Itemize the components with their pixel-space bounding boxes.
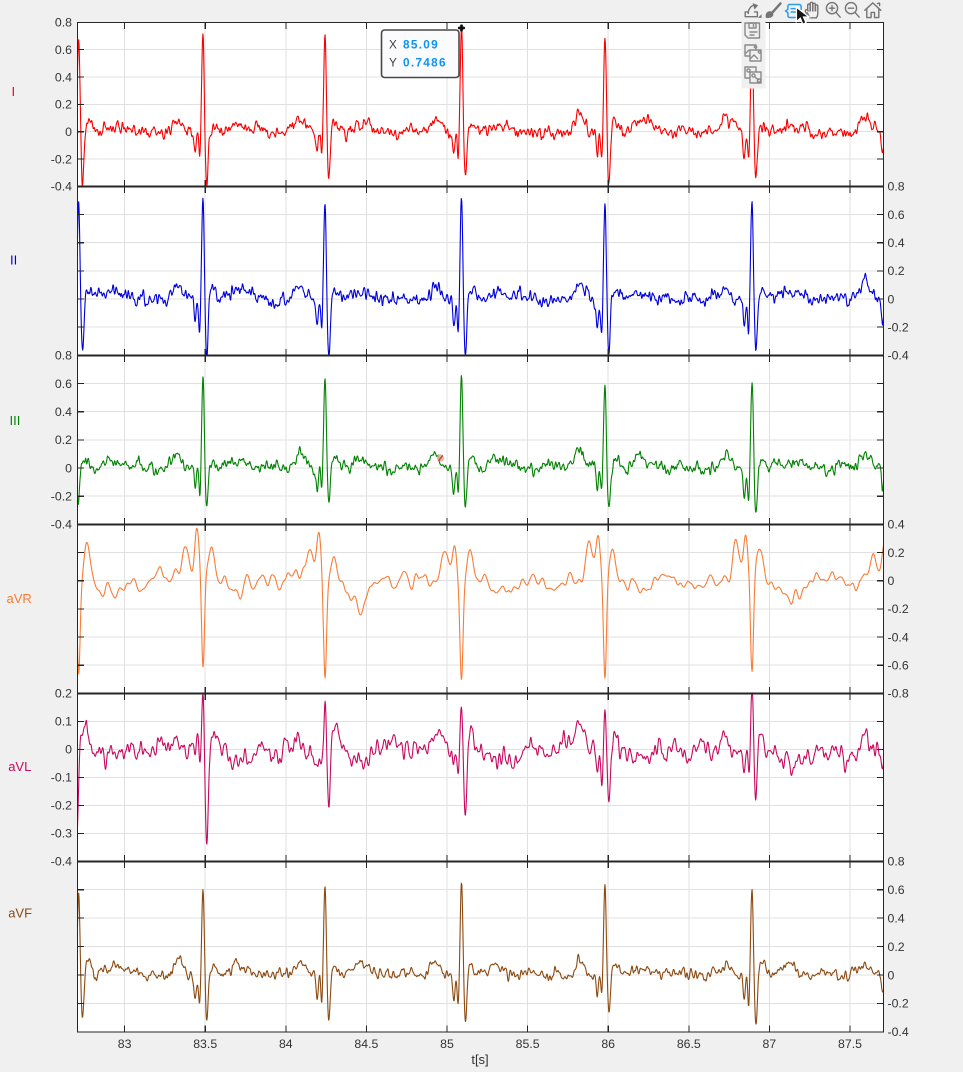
svg-text:83.5: 83.5	[193, 1037, 217, 1051]
svg-text:0.8: 0.8	[55, 16, 72, 30]
svg-text:0.6: 0.6	[55, 377, 72, 391]
svg-text:X: X	[389, 38, 397, 52]
svg-text:0: 0	[65, 125, 72, 139]
svg-text:-0.1: -0.1	[51, 771, 72, 785]
svg-text:-0.4: -0.4	[888, 349, 909, 363]
svg-text:-0.2: -0.2	[51, 152, 72, 166]
svg-text:Y: Y	[389, 55, 397, 69]
svg-text:aVR: aVR	[7, 591, 32, 606]
svg-text:0.6: 0.6	[888, 208, 905, 222]
svg-text:t[s]: t[s]	[471, 1052, 488, 1067]
svg-text:-0.8: -0.8	[888, 687, 909, 701]
svg-text:87.5: 87.5	[838, 1037, 862, 1051]
svg-text:-0.2: -0.2	[888, 997, 909, 1011]
svg-text:-0.2: -0.2	[888, 320, 909, 334]
svg-text:0.2: 0.2	[888, 940, 905, 954]
svg-text:0.6: 0.6	[888, 883, 905, 897]
svg-text:0.4: 0.4	[888, 518, 905, 532]
svg-text:0: 0	[65, 461, 72, 475]
svg-text:0.8: 0.8	[888, 855, 905, 869]
svg-text:87: 87	[763, 1037, 777, 1051]
svg-text:-0.4: -0.4	[51, 180, 72, 194]
svg-text:84: 84	[279, 1037, 293, 1051]
svg-text:-0.2: -0.2	[51, 799, 72, 813]
svg-text:85: 85	[440, 1037, 454, 1051]
svg-text:-0.2: -0.2	[888, 602, 909, 616]
svg-text:0: 0	[888, 292, 895, 306]
svg-text:0.4: 0.4	[55, 70, 72, 84]
svg-text:-0.4: -0.4	[51, 518, 72, 532]
svg-text:86.5: 86.5	[677, 1037, 701, 1051]
svg-text:0.2: 0.2	[888, 546, 905, 560]
svg-text:aVF: aVF	[8, 905, 32, 920]
svg-text:0.7486: 0.7486	[403, 55, 447, 69]
svg-text:0.2: 0.2	[55, 687, 72, 701]
svg-text:83: 83	[118, 1037, 132, 1051]
svg-text:0.4: 0.4	[888, 236, 905, 250]
svg-text:0: 0	[65, 743, 72, 757]
svg-text:II: II	[10, 253, 17, 268]
svg-text:0.2: 0.2	[55, 433, 72, 447]
svg-text:85.5: 85.5	[516, 1037, 540, 1051]
svg-text:0.8: 0.8	[888, 180, 905, 194]
svg-text:-0.3: -0.3	[51, 827, 72, 841]
svg-text:III: III	[10, 413, 21, 428]
svg-text:0.8: 0.8	[55, 349, 72, 363]
svg-text:I: I	[12, 84, 16, 99]
svg-text:-0.4: -0.4	[888, 630, 909, 644]
svg-text:85.09: 85.09	[403, 38, 439, 52]
svg-text:-0.2: -0.2	[51, 490, 72, 504]
svg-text:0: 0	[888, 968, 895, 982]
svg-text:86: 86	[601, 1037, 615, 1051]
svg-text:0.4: 0.4	[888, 911, 905, 925]
svg-text:-0.6: -0.6	[888, 659, 909, 673]
svg-text:0.1: 0.1	[55, 715, 72, 729]
svg-text:0.2: 0.2	[55, 98, 72, 112]
svg-text:aVL: aVL	[8, 759, 31, 774]
svg-text:0.4: 0.4	[55, 405, 72, 419]
svg-text:0: 0	[888, 574, 895, 588]
svg-text:84.5: 84.5	[354, 1037, 378, 1051]
svg-text:-0.4: -0.4	[51, 855, 72, 869]
svg-text:0.2: 0.2	[888, 264, 905, 278]
svg-text:-0.4: -0.4	[888, 1025, 909, 1039]
svg-text:0.6: 0.6	[55, 43, 72, 57]
